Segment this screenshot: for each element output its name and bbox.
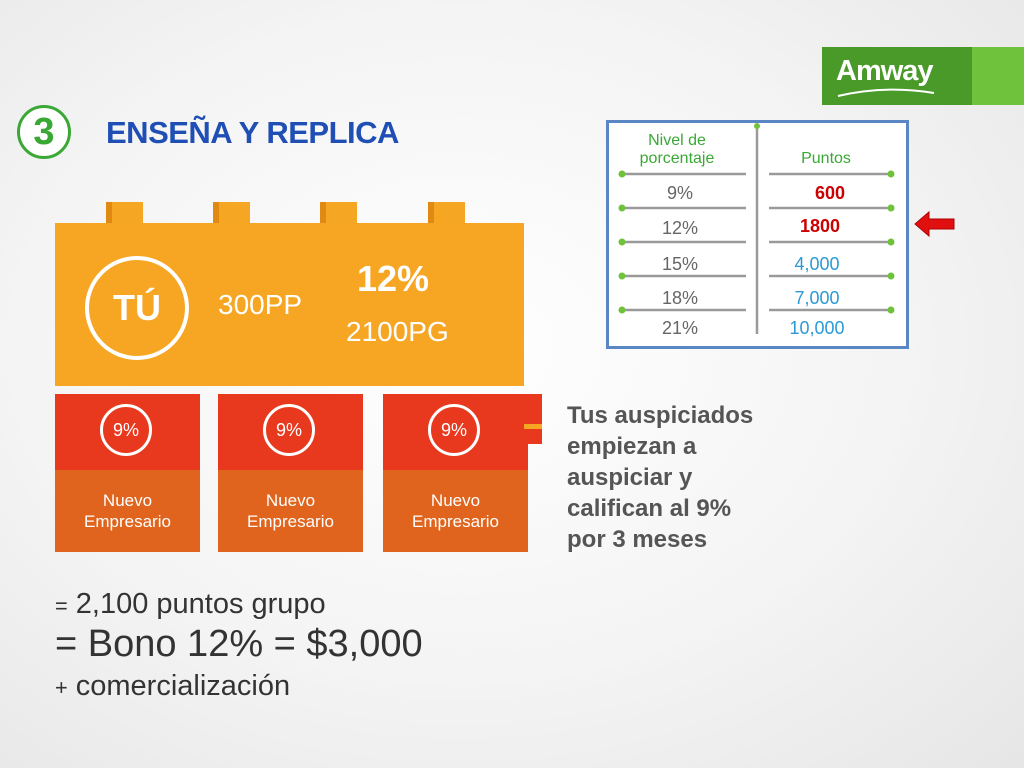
table-lines [618,123,895,334]
brick-label: Nuevo Empresario [412,491,499,531]
table-level-cell: 9% [666,183,693,203]
table-points-cell: 4,000 [794,254,840,274]
table-level-cell: 21% [661,318,699,338]
main-percent: 12% [357,258,430,299]
slide-title: ENSEÑA Y REPLICA [106,115,399,150]
table-level-cell: 18% [661,288,699,308]
new-entrepreneur-brick: 9% Nuevo Empresario [383,394,528,552]
summary-group-points: = 2,100 puntos grupo [55,588,326,620]
table-points-cell: 1800 [799,216,841,236]
brick-stud [320,202,357,224]
personal-points: 300PP [218,289,303,320]
info-text: Tus auspiciados empiezan a auspiciar y c… [567,402,754,553]
group-points: 2100PG [346,316,449,347]
brick-stud [428,202,465,224]
brick-percent: 9% [100,404,152,456]
brick-label: Nuevo Empresario [84,491,171,531]
table-points-cell: 7,000 [794,288,840,308]
brick-label: Nuevo Empresario [247,491,334,531]
summary-bonus: = Bono 12% = $3,000 [55,623,423,665]
red-arrow-icon [914,210,955,238]
table-points-cell: 600 [814,183,846,203]
brick-stud [106,202,143,224]
table-level-cell: 12% [661,218,699,238]
new-entrepreneur-brick: 9% Nuevo Empresario [218,394,363,552]
table-level-cell: 15% [661,254,699,274]
table-points-cell: 10,000 [789,318,845,338]
brick-stud [213,202,250,224]
summary-commercialization: + comercialización [55,670,291,702]
brick-side-stud [524,394,542,444]
table-header-points: Puntos [801,150,851,167]
table-header-level: Nivel de porcentaje [639,132,715,167]
new-entrepreneur-brick: 9% Nuevo Empresario [55,394,200,552]
brick-percent: 9% [428,404,480,456]
brick-side-stud-mark [524,424,542,429]
logo-swoosh-icon [837,88,935,97]
brick-percent: 9% [263,404,315,456]
amway-logo: Amway [822,47,1024,105]
you-circle: TÚ [85,256,189,360]
step-number-badge: 3 [17,105,71,159]
logo-text: Amway [836,55,934,87]
